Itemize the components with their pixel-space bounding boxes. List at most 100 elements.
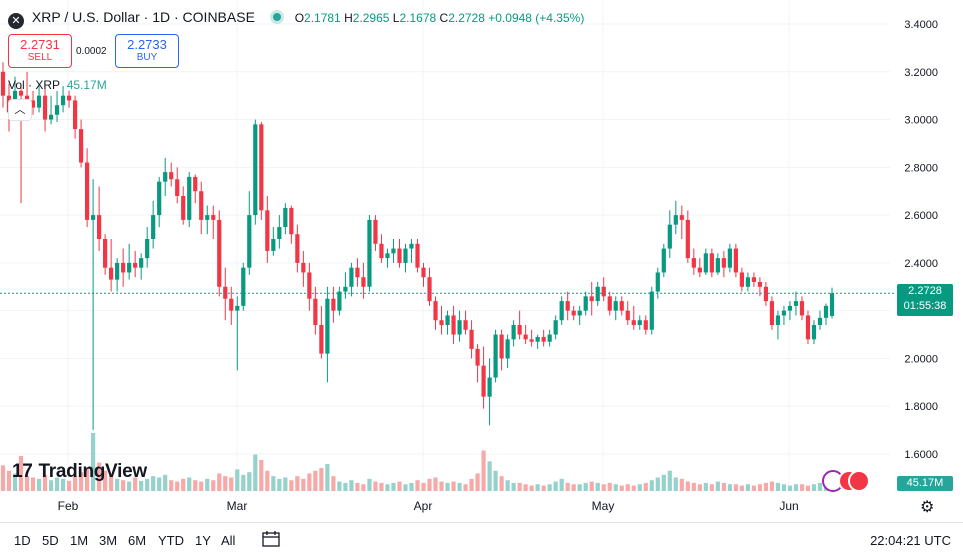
volume-bar — [817, 482, 823, 491]
candle — [78, 119, 84, 168]
volume-bar — [223, 476, 228, 491]
volume-bar — [313, 470, 318, 491]
volume-bar — [42, 474, 48, 491]
volume-bar — [181, 478, 186, 491]
candle — [475, 344, 480, 383]
volume-bar — [373, 481, 378, 491]
range-1y-button[interactable]: 1Y — [195, 533, 211, 548]
volume-bar — [727, 484, 732, 491]
volume-bar — [127, 481, 132, 491]
candle — [331, 286, 336, 323]
volume-bar — [271, 476, 276, 491]
volume-bar — [54, 477, 60, 491]
volume-bar — [415, 480, 420, 491]
volume-bar — [103, 470, 108, 491]
volume-bar — [775, 482, 781, 491]
candle — [84, 148, 90, 228]
candle — [295, 224, 300, 273]
range-5d-button[interactable]: 5D — [42, 533, 59, 548]
volume-bar — [541, 485, 546, 491]
candle — [523, 325, 528, 345]
candle — [289, 205, 294, 244]
x-logo-icon: ✕ — [8, 13, 24, 29]
volume-bar — [505, 480, 510, 491]
volume-bar — [613, 484, 618, 491]
tradingview-logo[interactable]: 17 TradingView — [12, 461, 147, 482]
volume-bar — [337, 481, 342, 491]
candle — [139, 253, 144, 280]
range-1m-button[interactable]: 1M — [70, 533, 89, 548]
volume-legend-value: 45.17M — [66, 78, 107, 92]
candle — [265, 196, 270, 263]
candle — [601, 277, 606, 302]
candle — [619, 296, 624, 316]
volume-bar — [517, 482, 522, 491]
volume-bar — [697, 484, 702, 491]
volume-bar — [241, 474, 246, 491]
volume-bar — [589, 481, 594, 491]
sell-button[interactable]: 2.2731 SELL — [8, 34, 72, 68]
candle — [205, 205, 210, 235]
price-tick-label: 2.6000 — [904, 210, 938, 222]
volume-bar — [229, 477, 234, 491]
candles — [0, 62, 835, 431]
last-price-label: 2.2728 01:55:38 — [897, 284, 953, 317]
candle — [433, 296, 438, 330]
candle — [817, 310, 823, 330]
volume-bar — [559, 478, 564, 491]
volume-bar — [433, 477, 438, 491]
price-tick-label: 2.4000 — [904, 258, 938, 270]
volume-bar — [343, 482, 348, 491]
volume-bar — [397, 481, 402, 491]
event-icon-us-flag-2[interactable] — [848, 470, 870, 492]
gear-icon[interactable]: ⚙ — [920, 499, 935, 516]
chart-grid — [0, 0, 890, 490]
range-1d-button[interactable]: 1D — [14, 533, 31, 548]
price-axis: 3.40003.20003.00002.80002.60002.40002.20… — [904, 19, 938, 461]
volume-bar — [247, 472, 252, 491]
range-3m-button[interactable]: 3M — [99, 533, 118, 548]
collapse-legend-button[interactable]: ︿ — [8, 99, 32, 121]
price-chart[interactable]: 3.40003.20003.00002.80002.60002.40002.20… — [0, 0, 963, 522]
time-tick-label: May — [592, 499, 615, 513]
candle — [805, 310, 811, 345]
volume-bar — [175, 481, 180, 491]
volume-bar — [649, 480, 654, 491]
volume-bar — [0, 465, 6, 491]
volume-bar — [169, 480, 174, 491]
candle — [733, 243, 738, 278]
symbol-title[interactable]: XRP / U.S. Dollar · 1D · COINBASE — [31, 9, 255, 25]
volume-bar — [157, 477, 162, 491]
buy-button[interactable]: 2.2733 BUY — [115, 34, 179, 68]
volume-bar — [685, 481, 690, 491]
ohlc-values: O2.1781 H2.2965 L2.1678 C2.2728 +0.0948 … — [294, 11, 585, 25]
candle — [115, 258, 120, 292]
candle — [403, 243, 408, 273]
range-6m-button[interactable]: 6M — [128, 533, 147, 548]
candle — [577, 305, 582, 325]
candle — [781, 305, 787, 325]
candle — [445, 310, 450, 335]
volume-bar — [421, 482, 426, 491]
volume-bar — [547, 484, 552, 491]
range-ytd-button[interactable]: YTD — [158, 533, 184, 548]
candle — [121, 248, 126, 287]
volume-bar — [475, 473, 480, 491]
candle — [241, 262, 246, 311]
candle — [145, 227, 150, 268]
candle — [631, 305, 636, 330]
candle — [223, 267, 228, 321]
utc-clock[interactable]: 22:04:21 UTC — [870, 533, 951, 548]
volume-bar — [565, 482, 570, 491]
candle — [421, 262, 426, 287]
price-tick-label: 3.4000 — [904, 19, 938, 31]
bottom-toolbar: 1D 5D 1M 3M 6M YTD 1Y All 22:04:21 UTC — [0, 522, 963, 560]
volume-bar — [745, 484, 751, 491]
volume-bar — [427, 478, 432, 491]
volume-bar — [691, 482, 696, 491]
calendar-range-icon[interactable] — [262, 531, 280, 547]
volume-bar — [439, 481, 444, 491]
volume-bar — [78, 472, 84, 491]
range-all-button[interactable]: All — [221, 533, 236, 548]
bar-countdown: 01:55:38 — [903, 300, 947, 313]
